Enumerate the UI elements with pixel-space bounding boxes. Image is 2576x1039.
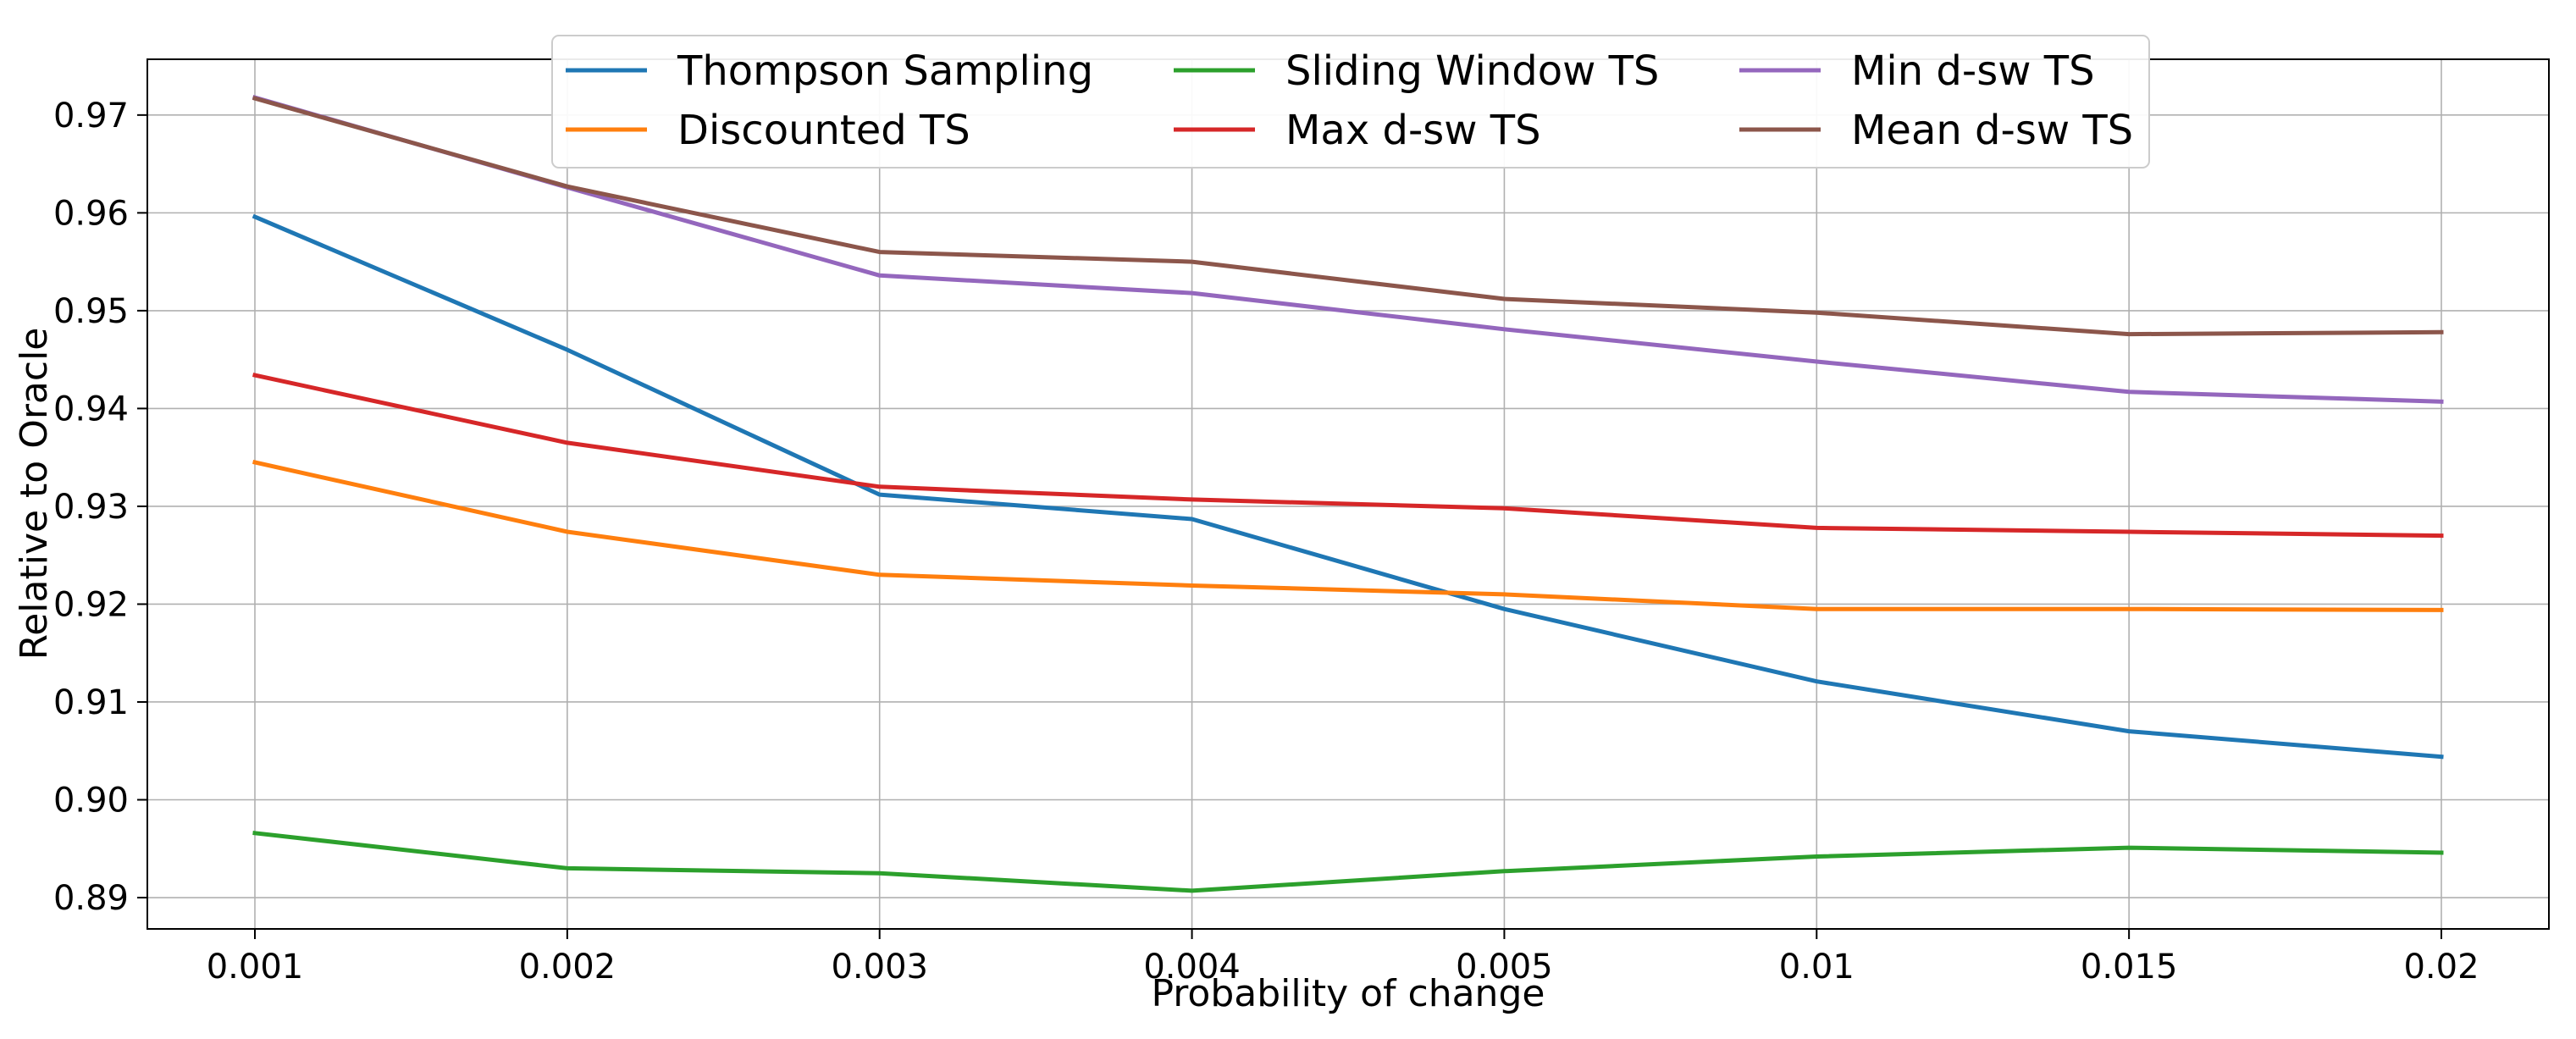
- series-line-thompson-sampling: [252, 213, 2444, 760]
- x-tick-label: 0.001: [207, 948, 304, 986]
- legend-label-sliding-window-ts: Sliding Window TS: [1285, 47, 1659, 95]
- y-axis-label: Relative to Oracle: [13, 328, 56, 660]
- y-tick-label: 0.92: [53, 585, 129, 624]
- series-line-mean-d-sw-ts: [252, 96, 2444, 337]
- y-tick-label: 0.94: [53, 390, 129, 428]
- y-tick-label: 0.96: [53, 194, 129, 233]
- plot-frame: [146, 58, 2550, 930]
- legend-label-min-d-sw-ts: Min d-sw TS: [1851, 47, 2095, 95]
- x-tick-label: 0.005: [1456, 948, 1553, 986]
- y-axis-ticks: 0.89 0.90 0.91 0.92 0.93 0.94 0.95 0.96 0.97: [53, 97, 147, 918]
- x-tick-label: 0.002: [519, 948, 616, 986]
- x-axis-ticks: 0.001 0.002 0.003 0.004 0.005 0.01 0.015 0.02: [207, 929, 2479, 986]
- series-line-sliding-window-ts: [252, 831, 2444, 893]
- y-tick-label: 0.95: [53, 292, 129, 331]
- series-line-min-d-sw-ts: [252, 95, 2444, 404]
- legend-label-discounted-ts: Discounted TS: [677, 107, 970, 154]
- x-tick-label: 0.02: [2403, 948, 2479, 986]
- grid: [147, 59, 2549, 929]
- y-tick-label: 0.93: [53, 488, 129, 527]
- x-axis-label: Probability of change: [1152, 972, 1545, 1015]
- x-tick-label: 0.004: [1143, 948, 1241, 986]
- series-line-max-d-sw-ts: [252, 373, 2444, 539]
- y-tick-label: 0.91: [53, 683, 129, 722]
- x-tick-label: 0.015: [2081, 948, 2178, 986]
- x-tick-label: 0.01: [1779, 948, 1855, 986]
- y-tick-label: 0.90: [53, 782, 129, 821]
- legend-label-mean-d-sw-ts: Mean d-sw TS: [1851, 107, 2133, 154]
- y-tick-label: 0.89: [53, 879, 129, 918]
- x-tick-label: 0.003: [831, 948, 928, 986]
- series-line-discounted-ts: [252, 460, 2444, 612]
- legend-label-max-d-sw-ts: Max d-sw TS: [1285, 107, 1541, 154]
- legend-label-thompson-sampling: Thompson Sampling: [677, 47, 1093, 95]
- series-lines: [252, 95, 2444, 893]
- legend: Thompson Sampling Discounted TS Sliding Wi…: [551, 35, 2150, 169]
- y-tick-label: 0.97: [53, 97, 129, 135]
